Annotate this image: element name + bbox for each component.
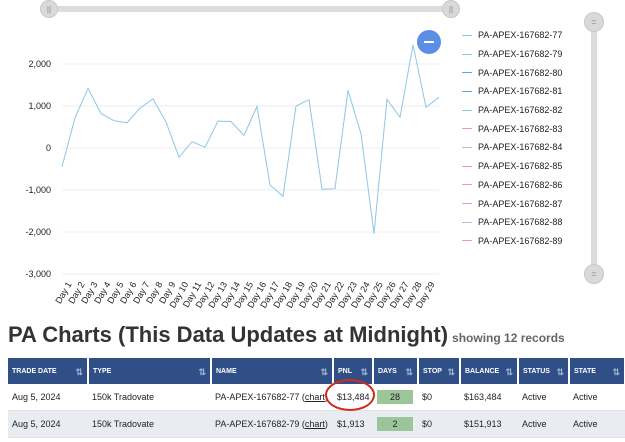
legend-label: PA-APEX-167682-81 [478,86,563,97]
legend-item[interactable]: PA-APEX-167682-89 [462,232,582,251]
slider-bottom-handle[interactable]: = [584,264,604,284]
y-tick-label: -1,000 [25,185,51,195]
legend-label: PA-APEX-167682-83 [478,123,563,134]
column-header-balance[interactable]: BALANCE ⇅ [460,358,519,384]
legend-item[interactable]: PA-APEX-167682-81 [462,82,582,101]
sort-arrows-icon[interactable]: ⇅ [360,367,368,377]
horizontal-range-slider[interactable]: || || [40,0,460,18]
y-tick-label: 0 [46,143,51,153]
legend-label: PA-APEX-167682-84 [478,142,563,153]
legend-item[interactable]: PA-APEX-167682-77 [462,26,582,45]
sort-arrows-icon[interactable]: ⇅ [556,367,564,377]
series-line[interactable] [61,44,440,234]
y-tick-label: 1,000 [28,101,51,111]
sort-arrows-icon[interactable]: ⇅ [198,367,206,377]
sort-arrows-icon[interactable]: ⇅ [612,367,620,377]
column-header-status[interactable]: STATUS ⇅ [518,358,570,384]
sort-arrows-icon[interactable]: ⇅ [320,367,328,377]
days-bar: 28 [377,390,413,404]
legend-swatch [462,128,472,130]
legend-item[interactable]: PA-APEX-167682-83 [462,119,582,138]
legend-swatch [462,165,472,167]
highlight-annotation [325,379,375,411]
slider-track[interactable] [54,6,446,12]
column-header-state[interactable]: STATE ⇅ [569,358,625,384]
sort-arrows-icon[interactable]: ⇅ [75,367,83,377]
legend-label: PA-APEX-167682-77 [478,30,563,41]
record-count: showing 12 records [452,331,565,345]
chart-link[interactable]: chart [304,392,325,402]
sort-arrows-icon[interactable]: ⇅ [447,367,455,377]
legend-item[interactable]: PA-APEX-167682-86 [462,176,582,195]
chart-legend: PA-APEX-167682-77 PA-APEX-167682-79 PA-APE… [462,26,582,250]
legend-item[interactable]: PA-APEX-167682-79 [462,45,582,64]
legend-swatch [462,90,472,92]
y-tick-label: -3,000 [25,269,51,279]
slider-end-handle[interactable]: || [442,0,460,18]
legend-item[interactable]: PA-APEX-167682-85 [462,157,582,176]
days-bar: 2 [377,417,413,431]
legend-label: PA-APEX-167682-88 [478,217,563,228]
zoom-reset-button[interactable] [417,30,441,54]
legend-swatch [462,72,472,74]
y-tick-label: -2,000 [25,227,51,237]
column-header-stop[interactable]: STOP ⇅ [418,358,461,384]
legend-swatch [462,240,472,242]
legend-swatch [462,34,472,36]
legend-swatch [462,109,472,111]
page-title: PA Charts (This Data Updates at Midnight… [8,322,565,348]
pnl-value: $1,913 [333,410,373,438]
slider-start-handle[interactable]: || [40,0,58,18]
chart-link[interactable]: chart [304,419,325,429]
legend-item[interactable]: PA-APEX-167682-80 [462,63,582,82]
legend-item[interactable]: PA-APEX-167682-82 [462,101,582,120]
legend-item[interactable]: PA-APEX-167682-84 [462,138,582,157]
legend-swatch [462,146,472,148]
legend-label: PA-APEX-167682-79 [478,49,563,60]
column-header-name[interactable]: NAME ⇅ [211,358,334,384]
legend-label: PA-APEX-167682-82 [478,105,563,116]
legend-swatch [462,203,472,205]
column-header-type[interactable]: TYPE ⇅ [88,358,212,384]
column-header-days[interactable]: DAYS ⇅ [373,358,419,384]
sort-arrows-icon[interactable]: ⇅ [405,367,413,377]
column-header-trade-date[interactable]: TRADE DATE ⇅ [8,358,89,384]
legend-swatch [462,53,472,55]
vertical-range-slider[interactable]: = = [584,12,604,284]
slider-top-handle[interactable]: = [584,12,604,32]
title-text: PA Charts (This Data Updates at Midnight… [8,322,449,347]
accounts-table: TRADE DATE ⇅ TYPE ⇅ NAME ⇅ PNL ⇅ DAYS ⇅ STOP ⇅… [8,358,625,438]
minus-icon [424,41,434,43]
legend-label: PA-APEX-167682-89 [478,235,563,246]
table-row: Aug 5, 2024 150k Tradovate PA-APEX-16768… [8,410,625,438]
legend-label: PA-APEX-167682-87 [478,198,563,209]
legend-label: PA-APEX-167682-80 [478,67,563,78]
legend-label: PA-APEX-167682-85 [478,161,563,172]
slider-track[interactable] [591,24,597,272]
legend-label: PA-APEX-167682-86 [478,179,563,190]
table-row: Aug 5, 2024 150k Tradovate PA-APEX-16768… [8,384,625,411]
legend-swatch [462,221,472,223]
sort-arrows-icon[interactable]: ⇅ [505,367,513,377]
table-header-row: TRADE DATE ⇅ TYPE ⇅ NAME ⇅ PNL ⇅ DAYS ⇅ STOP ⇅… [8,358,625,384]
y-tick-label: 2,000 [28,59,51,69]
legend-item[interactable]: PA-APEX-167682-87 [462,194,582,213]
legend-item[interactable]: PA-APEX-167682-88 [462,213,582,232]
legend-swatch [462,184,472,186]
